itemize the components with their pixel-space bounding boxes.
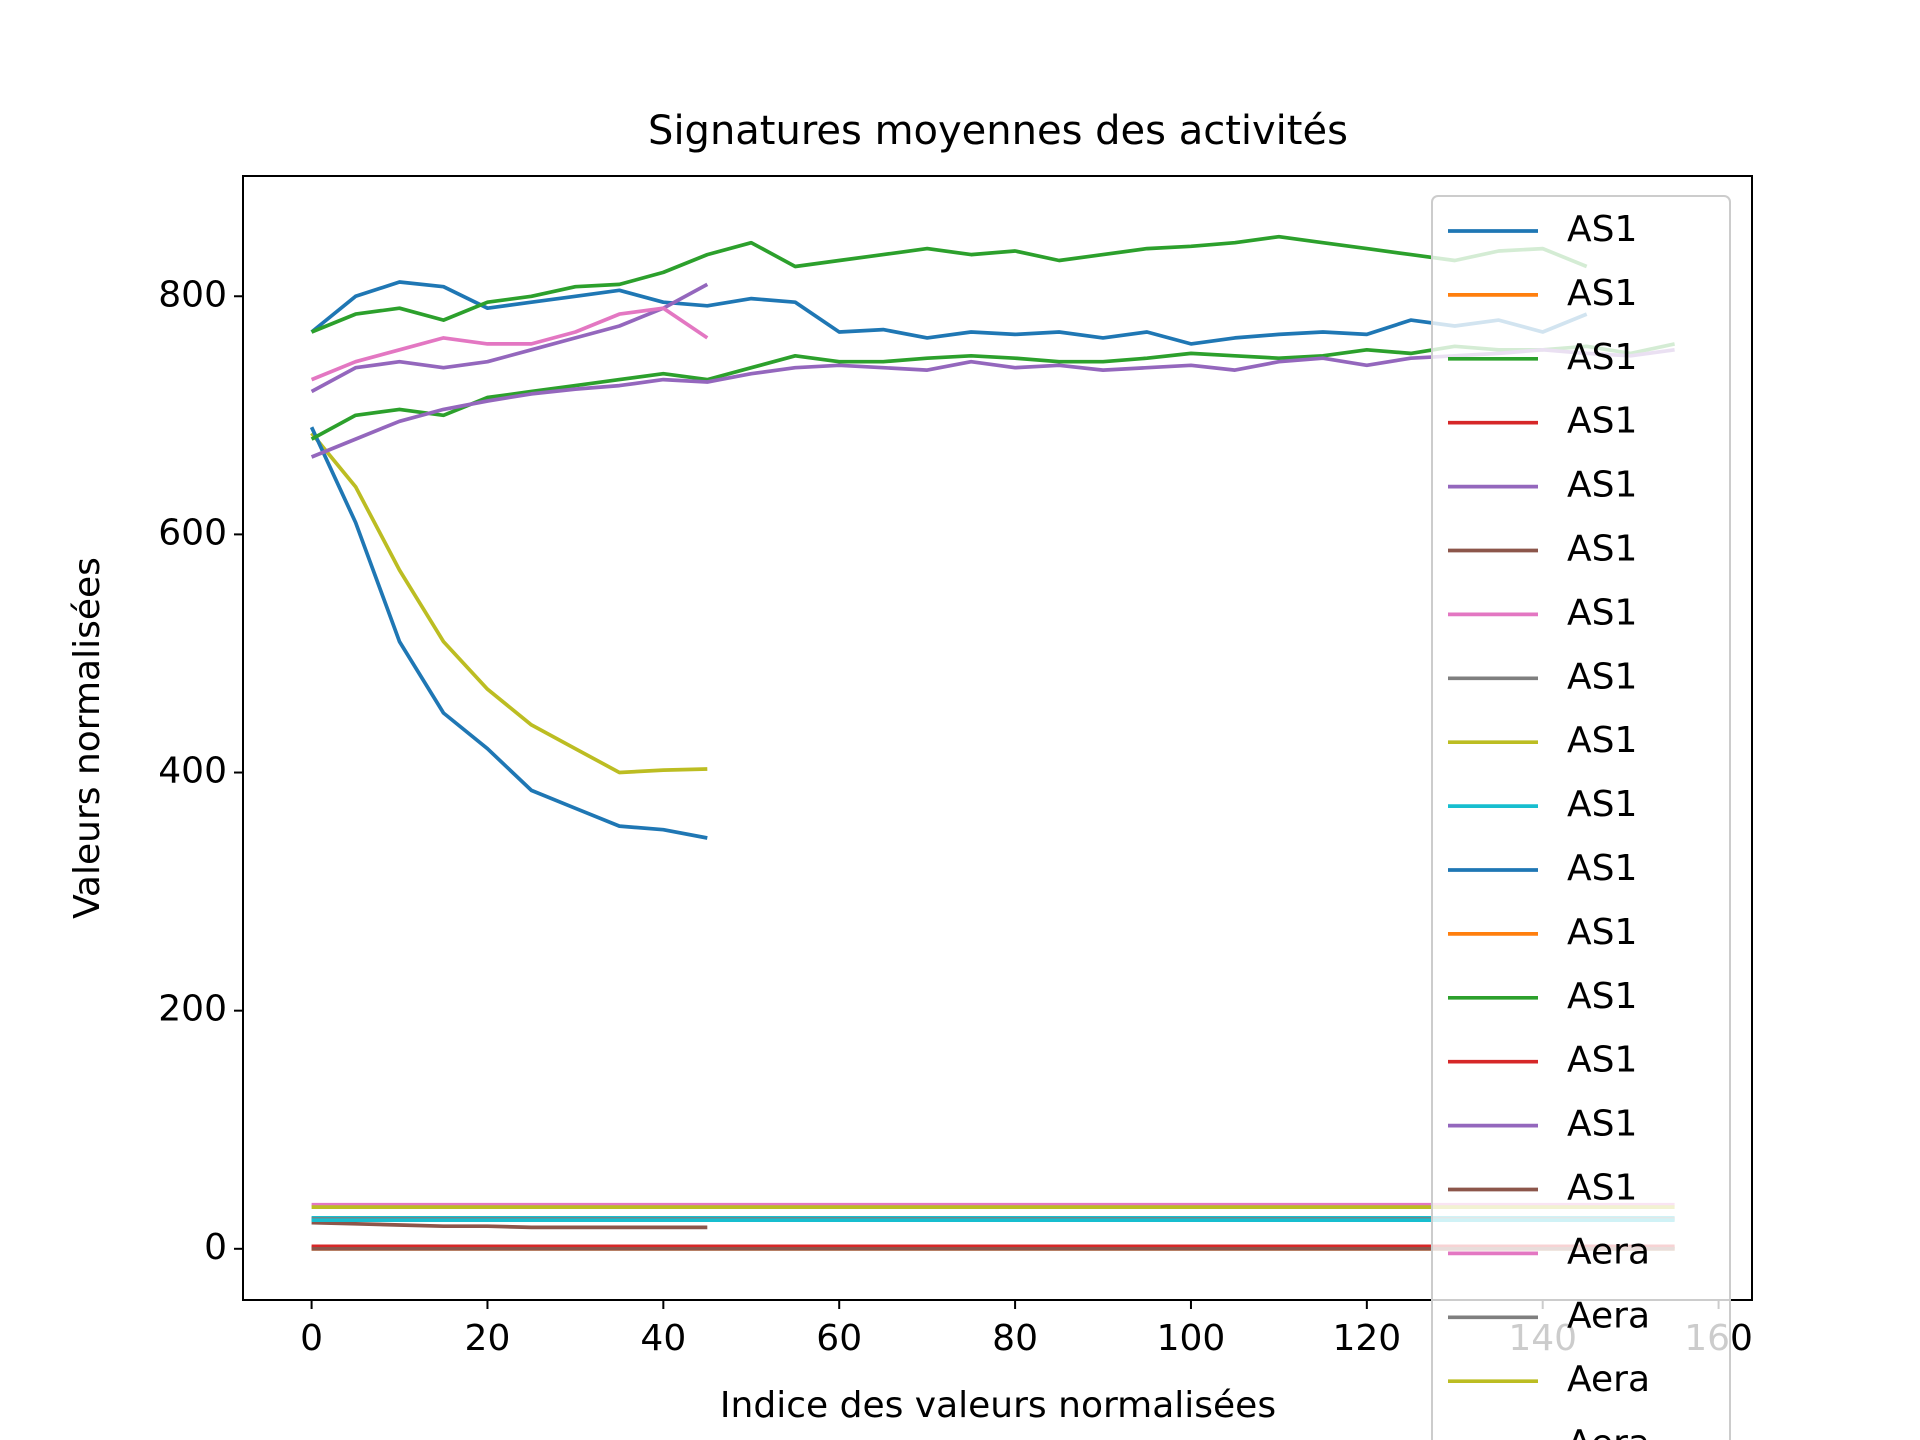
legend-label: AS1 xyxy=(1567,976,1637,1017)
y-tick-label: 0 xyxy=(204,1227,227,1268)
legend-label: AS1 xyxy=(1567,592,1637,633)
x-tick-label: 20 xyxy=(465,1318,511,1359)
legend-label: AS1 xyxy=(1567,1168,1637,1209)
legend-label: AS1 xyxy=(1567,1104,1637,1145)
legend-label: AS1 xyxy=(1567,401,1637,442)
legend-label: AS1 xyxy=(1567,337,1637,378)
legend-label: AS1 xyxy=(1567,720,1637,761)
y-tick-label: 800 xyxy=(158,274,227,315)
legend-label: AS1 xyxy=(1567,465,1637,506)
y-tick-label: 200 xyxy=(158,989,227,1030)
x-tick-label: 0 xyxy=(300,1318,323,1359)
legend-label: AS1 xyxy=(1567,912,1637,953)
series-line xyxy=(311,1220,708,1230)
x-axis-label: Indice des valeurs normalisées xyxy=(720,1385,1276,1426)
legend-label: Aera xyxy=(1567,1295,1650,1336)
series-line xyxy=(310,234,1588,334)
legend-label: Aera xyxy=(1567,1359,1650,1400)
legend-label: AS1 xyxy=(1567,529,1637,570)
legend-label: Aera xyxy=(1567,1231,1650,1272)
x-tick-label: 100 xyxy=(1157,1318,1226,1359)
chart-title: Signatures moyennes des activités xyxy=(648,108,1348,154)
legend-label: Aera xyxy=(1567,1423,1650,1440)
legend-label: AS1 xyxy=(1567,784,1637,825)
legend-label: AS1 xyxy=(1567,209,1637,250)
series-line xyxy=(310,282,709,394)
x-tick-label: 60 xyxy=(816,1318,862,1359)
x-tick-label: 40 xyxy=(640,1318,686,1359)
series-line xyxy=(310,306,709,382)
legend-label: AS1 xyxy=(1567,848,1637,889)
series-line xyxy=(309,426,708,840)
x-tick-label: 120 xyxy=(1332,1318,1401,1359)
y-tick-label: 400 xyxy=(158,751,227,792)
y-axis-label: Valeurs normalisées xyxy=(67,557,108,919)
legend-label: AS1 xyxy=(1567,1040,1637,1081)
series-line xyxy=(310,280,1588,346)
legend: AS1 AS1 AS1 AS1 AS1 AS1 AS1 AS1 AS1 AS1 AS1 AS1 AS1 A… xyxy=(1431,195,1731,1440)
y-tick-label: 600 xyxy=(158,512,227,553)
legend-box xyxy=(1431,195,1731,1440)
x-tick-label: 80 xyxy=(992,1318,1038,1359)
axes-frame xyxy=(242,175,1753,1301)
series-line xyxy=(310,432,708,775)
legend-label: AS1 xyxy=(1567,273,1637,314)
legend-label: AS1 xyxy=(1567,656,1637,697)
